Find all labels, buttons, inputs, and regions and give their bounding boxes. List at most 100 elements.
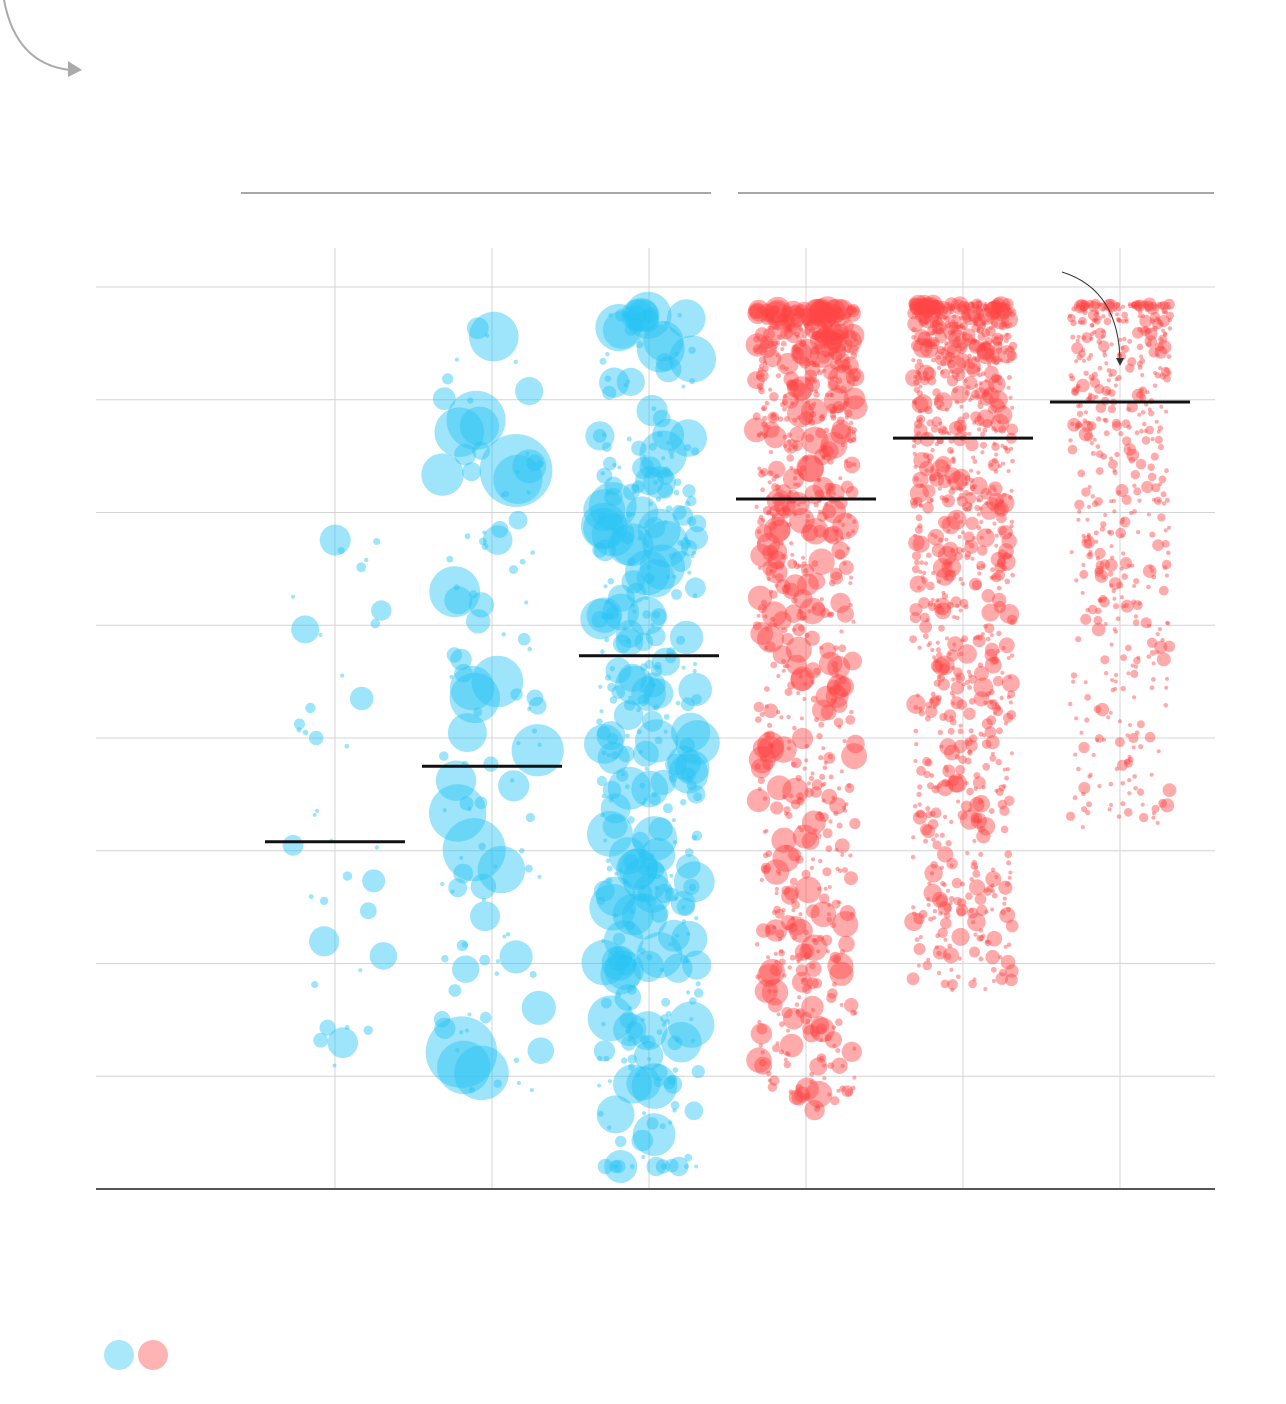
data-point	[495, 959, 500, 964]
data-point	[602, 780, 622, 800]
data-point	[1002, 901, 1007, 906]
data-point	[908, 294, 929, 315]
data-point	[817, 511, 828, 522]
data-point	[935, 567, 954, 586]
data-point	[828, 342, 847, 361]
data-point	[1070, 672, 1078, 679]
data-point	[764, 425, 787, 449]
data-point	[753, 347, 759, 353]
data-point	[671, 589, 682, 600]
data-point	[662, 803, 673, 814]
data-point	[824, 502, 829, 507]
data-point	[1143, 329, 1148, 334]
data-point	[974, 893, 987, 905]
data-point	[831, 491, 837, 496]
data-point	[1094, 497, 1103, 506]
data-point	[815, 326, 835, 346]
data-point	[782, 308, 788, 314]
data-point	[621, 531, 634, 545]
data-point	[1159, 337, 1164, 342]
data-point	[973, 786, 978, 791]
data-point	[930, 597, 935, 603]
data-point	[783, 584, 788, 589]
data-point	[603, 838, 608, 843]
data-point	[913, 301, 923, 310]
data-point	[783, 416, 790, 422]
data-point	[1144, 307, 1150, 313]
data-point	[768, 387, 773, 392]
data-point	[915, 374, 922, 381]
data-point	[980, 441, 987, 449]
data-point	[772, 574, 777, 579]
data-point	[1153, 370, 1157, 375]
data-point	[798, 356, 811, 369]
data-point	[994, 562, 1006, 573]
data-point	[940, 979, 950, 989]
data-point	[1095, 734, 1104, 743]
data-point	[927, 336, 940, 350]
data-point	[1114, 737, 1125, 748]
data-point	[1076, 403, 1081, 409]
data-point	[991, 574, 997, 581]
data-point	[671, 712, 711, 752]
data-point	[1153, 496, 1163, 505]
data-point	[938, 401, 945, 407]
data-point	[763, 434, 768, 439]
data-point	[648, 677, 655, 684]
data-point	[927, 528, 945, 546]
data-point	[1158, 627, 1162, 632]
data-point	[968, 503, 973, 508]
data-point	[1127, 302, 1132, 307]
data-point	[835, 366, 840, 371]
data-point	[926, 497, 934, 504]
data-point	[837, 404, 844, 411]
data-point	[766, 308, 771, 313]
data-point	[974, 394, 981, 400]
data-point	[524, 600, 529, 605]
data-point	[983, 302, 988, 306]
data-point	[804, 298, 829, 323]
data-point	[839, 1002, 844, 1007]
data-point	[456, 939, 469, 952]
data-point	[1078, 427, 1093, 442]
data-point	[673, 896, 678, 901]
data-point	[1087, 774, 1092, 779]
data-point	[959, 881, 965, 887]
data-point	[964, 553, 971, 561]
data-point	[462, 462, 482, 482]
data-point	[605, 674, 612, 681]
data-point	[957, 303, 962, 309]
data-point	[604, 476, 623, 495]
data-point	[1166, 354, 1172, 360]
data-point	[1003, 944, 1008, 949]
data-point	[921, 317, 926, 323]
data-point	[470, 901, 501, 932]
data-point	[1008, 341, 1018, 351]
data-point	[844, 998, 859, 1013]
data-point	[999, 304, 1004, 309]
data-point	[1108, 710, 1113, 715]
data-point	[1093, 615, 1103, 625]
data-point	[970, 862, 978, 870]
data-point	[521, 990, 556, 1025]
data-point	[805, 518, 810, 523]
data-point	[1126, 448, 1140, 462]
data-point	[1086, 504, 1092, 509]
data-point	[913, 423, 928, 438]
data-point	[764, 296, 791, 324]
data-point	[798, 674, 803, 679]
data-point	[962, 331, 967, 336]
data-point	[969, 797, 985, 813]
data-point	[1084, 410, 1088, 415]
data-point	[930, 532, 935, 537]
data-point	[1067, 313, 1076, 323]
data-point	[999, 604, 1020, 624]
data-point	[958, 487, 964, 492]
data-point	[1123, 602, 1129, 609]
legend	[104, 1340, 168, 1370]
data-point	[914, 394, 933, 413]
data-point	[757, 777, 766, 785]
data-point	[986, 699, 997, 710]
data-point	[1002, 767, 1007, 772]
data-point	[1000, 954, 1016, 970]
